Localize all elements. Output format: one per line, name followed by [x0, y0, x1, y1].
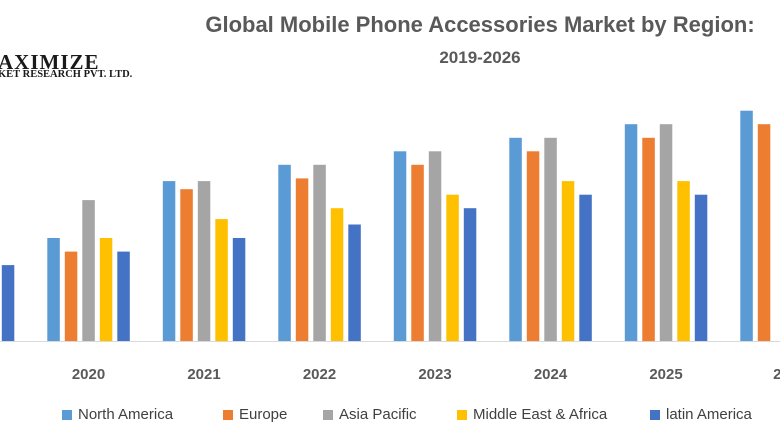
bar-2021-asia-pacific	[197, 181, 211, 341]
legend-item-north-america: North America	[62, 406, 173, 423]
logo-tagline: KET RESEARCH PVT. LTD.	[0, 69, 133, 80]
bar-2020-middle-east-africa	[99, 238, 113, 341]
legend-label: North America	[78, 406, 174, 423]
bar-2021-latin-america	[232, 238, 246, 341]
legend-label: Middle East & Africa	[473, 406, 608, 423]
bar-2024-middle-east-africa	[561, 181, 575, 341]
bar-2025-north-america	[624, 124, 638, 341]
legend-label: Europe	[239, 406, 288, 423]
bar-2024-asia-pacific	[544, 137, 557, 342]
bar-2019-latin-america	[1, 265, 15, 341]
chart-title: Global Mobile Phone Accessories Market b…	[205, 12, 755, 37]
bar-2022-middle-east-africa	[330, 208, 344, 341]
x-tick-label: 2021	[187, 366, 220, 383]
legend-item-asia-pacific: Asia Pacific	[323, 406, 417, 423]
legend-swatch	[457, 409, 467, 420]
logo-wordmark: AXIMIZE	[0, 50, 100, 74]
legend-item-latin-america: latin America	[650, 406, 752, 423]
bar-2025-latin-america	[694, 194, 708, 341]
bar-2023-asia-pacific	[428, 151, 442, 341]
bar-2024-europe	[526, 151, 540, 341]
x-tick-label: 2022	[303, 366, 336, 383]
bar-2021-middle-east-africa	[215, 219, 228, 342]
bar-2022-latin-america	[348, 224, 361, 341]
legend-item-europe: Europe	[223, 406, 287, 423]
bar-2023-north-america	[393, 151, 407, 341]
bar-2022-asia-pacific	[313, 164, 326, 341]
legend-swatch	[223, 409, 233, 420]
legend-item-middle-east-africa: Middle East & Africa	[457, 406, 607, 423]
bar-2021-europe	[180, 189, 193, 341]
x-tick-label: 2024	[534, 366, 568, 383]
chart-legend: North America Europe Asia Pacific Middle…	[0, 406, 780, 430]
x-tick-label: 20	[773, 366, 780, 383]
bar-2026-europe	[757, 124, 771, 341]
bar-2020-asia-pacific	[82, 200, 95, 341]
bar-2026-north-america	[740, 110, 753, 341]
bar-2020-north-america	[47, 238, 60, 341]
legend-label: Asia Pacific	[339, 406, 417, 423]
bar-2023-europe	[411, 164, 424, 341]
bar-2025-europe	[642, 137, 655, 342]
bar-2025-middle-east-africa	[677, 181, 690, 341]
bar-2025-asia-pacific	[659, 124, 673, 341]
legend-swatch	[62, 409, 72, 420]
x-tick-label: 2023	[418, 366, 451, 383]
bar-2023-middle-east-africa	[446, 194, 459, 341]
legend-swatch	[650, 409, 660, 420]
bar-2021-north-america	[162, 181, 176, 341]
x-tick-label: 2025	[649, 366, 682, 383]
legend-swatch	[323, 409, 333, 420]
x-tick-label: 2020	[72, 366, 105, 383]
bar-2024-latin-america	[579, 194, 592, 341]
chart-subtitle: 2019-2026	[439, 48, 521, 67]
bar-2022-north-america	[278, 164, 291, 341]
legend-label: latin America	[666, 406, 752, 423]
bar-2020-latin-america	[117, 251, 130, 341]
bar-2022-europe	[295, 178, 309, 341]
bar-2024-north-america	[509, 137, 522, 342]
bar-2023-latin-america	[463, 208, 477, 341]
bar-2020-europe	[64, 251, 78, 341]
